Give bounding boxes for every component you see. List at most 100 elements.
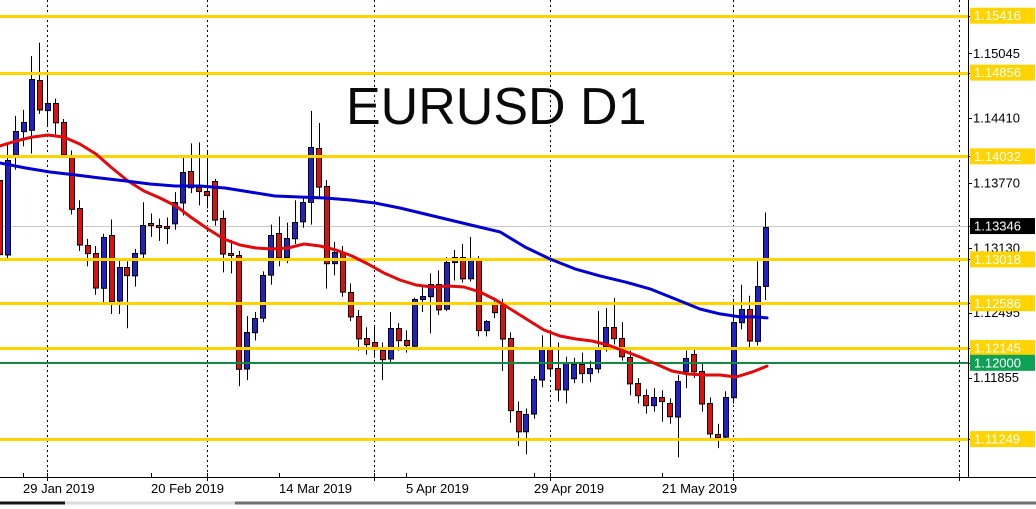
plot-area[interactable] [0,0,968,477]
horizontal-level-line[interactable] [0,72,968,75]
scrollbar-range-left[interactable] [0,501,65,505]
plot-layer [0,0,968,477]
date-axis-label: 20 Feb 2019 [151,481,224,496]
candle-2019-03-18 [292,200,298,244]
date-axis-label: 14 Mar 2019 [279,481,352,496]
current-price-label-box [970,218,1035,235]
candle-2019-05-13 [611,297,617,345]
date-axis-label: 5 Apr 2019 [406,481,469,496]
level-price-label-box [970,340,1035,357]
scrollbar-thumb[interactable] [235,501,1036,505]
candle-2019-02-06 [69,150,75,215]
candle-2019-03-13 [268,224,274,285]
candle-2019-01-25 [5,144,11,261]
candle-2019-04-16 [460,243,466,283]
candle-2019-05-21 [659,390,665,422]
candle-2019-01-24 [0,180,3,256]
candle-2019-01-31 [37,42,43,114]
candle-2019-04-26 [523,408,529,455]
level-price-label-box [970,251,1035,268]
horizontal-level-line[interactable] [0,302,968,305]
level-price-label-box [970,7,1035,24]
candle-2019-02-12 [101,233,107,304]
candle-2019-02-18 [132,249,138,287]
level-price-label-text: 1.14032 [974,149,1021,164]
horizontal-level-line[interactable] [0,155,968,158]
candle-2019-02-01 [45,75,51,126]
candle-2019-05-02 [555,342,561,402]
candle-2019-03-06 [228,239,234,274]
candle-2019-04-18 [476,256,482,337]
level-price-label-text: 1.12586 [974,296,1021,311]
current-price-label-text: 1.13346 [974,219,1021,234]
candle-2019-05-08 [587,360,593,383]
candle-2019-03-28 [356,309,362,351]
candle-2019-04-09 [420,286,426,313]
candle-2019-03-20 [308,110,314,225]
candle-2019-05-29 [707,397,713,441]
level-price-label-box [970,295,1035,312]
level-price-label-text: 1.15416 [974,8,1021,23]
candle-2019-04-19 [484,320,490,337]
candle-2019-02-11 [93,245,99,295]
candle-2019-05-24 [683,350,689,389]
level-price-label-box [970,64,1035,81]
price-axis-label: 1.14410 [973,110,1020,125]
candle-2019-03-11 [252,312,258,341]
scrollbar-track[interactable] [65,501,235,505]
horizontal-level-line[interactable] [0,347,968,350]
candle-2019-02-22 [164,217,170,244]
ma-slow-blue [0,161,769,320]
candle-2019-05-07 [579,352,585,384]
level-price-label-box [970,431,1035,448]
candle-2019-04-24 [508,332,514,423]
date-axis-label: 29 Jan 2019 [23,481,95,496]
candle-2019-02-07 [77,200,83,252]
green-level-line[interactable] [0,362,968,364]
candle-2019-03-01 [204,150,210,209]
candle-2019-05-06 [571,357,577,384]
horizontal-level-line[interactable] [0,15,968,18]
candle-2019-05-30 [715,423,721,449]
candle-2019-03-21 [316,123,322,199]
date-axis-label: 29 Apr 2019 [534,481,604,496]
candle-2019-05-22 [667,398,673,424]
candle-2019-04-11 [436,270,442,316]
candle-2019-02-25 [172,192,178,230]
candle-2019-02-19 [140,202,146,261]
candle-2019-04-03 [388,312,394,363]
candle-2019-04-04 [396,323,402,351]
level-price-label-text: 1.11249 [974,432,1020,447]
horizontal-level-line[interactable] [0,438,968,441]
candle-2019-02-15 [124,261,130,329]
candle-2019-03-19 [300,198,306,228]
candle-2019-05-20 [651,388,657,412]
candle-2019-05-31 [723,391,729,441]
candle-2019-05-15 [627,350,633,396]
candle-2019-04-29 [531,376,537,419]
candle-2019-06-07 [763,212,769,300]
price-axis-label: 1.15045 [973,46,1020,61]
horizontal-level-line[interactable] [0,258,968,261]
candle-2019-04-08 [412,297,418,350]
green-level-price-label-box [970,354,1035,371]
candle-2019-02-08 [85,238,91,267]
candle-2019-02-21 [156,218,162,241]
level-price-label-text: 1.14856 [974,65,1021,80]
candle-2019-02-04 [53,98,59,135]
price-axis-label: 1.11855 [973,370,1019,385]
candle-2019-05-23 [675,375,681,458]
candle-2019-05-28 [699,362,705,412]
green-level-price-label-text: 1.12000 [974,355,1021,370]
level-price-label-box [970,148,1035,165]
level-price-label-text: 1.13018 [974,252,1021,267]
price-axis-label: 1.13770 [973,175,1020,190]
level-price-label-text: 1.12145 [974,341,1021,356]
candle-2019-02-13 [109,219,115,315]
candle-2019-02-20 [148,213,154,237]
candle-2019-03-14 [276,216,282,267]
candle-2019-05-17 [643,389,649,414]
candle-2019-03-07 [236,251,242,387]
